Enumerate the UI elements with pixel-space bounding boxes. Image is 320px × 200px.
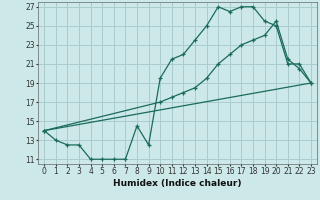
X-axis label: Humidex (Indice chaleur): Humidex (Indice chaleur): [113, 179, 242, 188]
